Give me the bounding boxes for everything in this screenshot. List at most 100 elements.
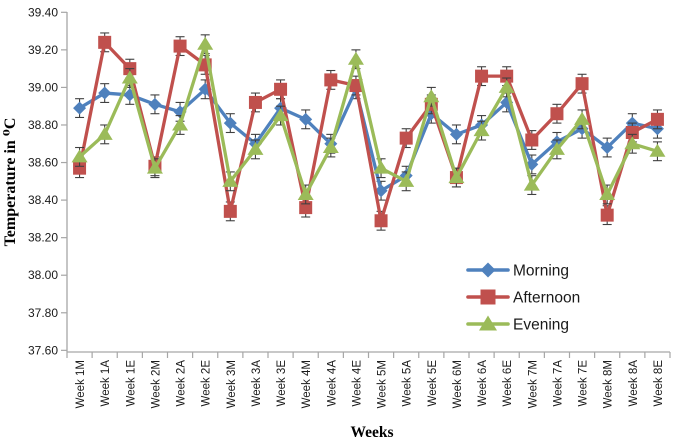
x-tick-label: Week 7E xyxy=(578,360,590,407)
data-point-marker xyxy=(347,51,364,65)
x-tick-label: Week 7M xyxy=(527,360,539,408)
data-point-marker xyxy=(575,77,589,91)
x-tick-label: Week 3M xyxy=(226,360,238,408)
data-point-marker xyxy=(197,36,214,50)
data-point-marker xyxy=(349,79,363,93)
x-tick-label: Week 1A xyxy=(100,360,112,407)
x-tick-label: Week 5E xyxy=(427,360,439,407)
x-tick-label: Week 8M xyxy=(603,360,615,408)
data-point-marker xyxy=(599,186,616,200)
data-point-marker xyxy=(600,208,614,222)
x-tick-label: Week 4A xyxy=(326,360,338,407)
legend-item-evening: Evening xyxy=(466,315,569,334)
data-point-marker xyxy=(222,173,239,187)
data-point-marker xyxy=(173,39,187,53)
y-tick-label: 38.20 xyxy=(28,231,58,245)
x-tick-label: Week 8E xyxy=(653,360,665,407)
data-point-marker xyxy=(146,160,163,174)
data-point-marker xyxy=(96,126,113,140)
x-tick-label: Week 6E xyxy=(502,360,514,407)
data-point-marker xyxy=(398,173,415,187)
y-tick-label: 37.60 xyxy=(28,343,58,357)
data-point-marker xyxy=(98,86,112,100)
data-point-marker xyxy=(247,141,264,155)
data-point-marker xyxy=(71,149,88,163)
data-point-marker xyxy=(374,184,388,198)
legend-marker xyxy=(480,289,496,305)
legend-label: Evening xyxy=(513,317,569,334)
data-point-marker xyxy=(299,112,313,126)
x-tick-label: Week 8A xyxy=(628,360,640,407)
data-point-marker xyxy=(624,136,641,150)
data-point-marker xyxy=(73,101,87,115)
data-point-marker xyxy=(324,73,338,87)
x-tick-label: Week 2M xyxy=(150,360,162,408)
legend-item-afternoon: Afternoon xyxy=(466,289,580,307)
legend-marker xyxy=(479,315,497,331)
data-point-marker xyxy=(500,69,514,83)
x-axis-title: Weeks xyxy=(350,424,393,441)
data-point-marker xyxy=(98,35,112,49)
data-point-marker xyxy=(650,112,664,126)
data-point-marker xyxy=(374,214,388,228)
data-point-marker xyxy=(550,107,564,121)
data-point-marker xyxy=(448,170,465,184)
x-tick-label: Week 6M xyxy=(452,360,464,408)
x-tick-label: Week 1M xyxy=(75,360,87,408)
x-tick-label: Week 6A xyxy=(477,360,489,407)
data-point-marker xyxy=(574,111,591,125)
legend-item-morning: Morning xyxy=(466,262,569,280)
data-point-marker xyxy=(121,70,138,84)
series-afternoon xyxy=(73,32,664,231)
data-point-marker xyxy=(473,123,490,137)
legend-label: Afternoon xyxy=(513,290,580,307)
data-point-marker xyxy=(548,141,565,155)
data-point-marker xyxy=(297,186,314,200)
data-point-marker xyxy=(322,140,339,154)
data-point-marker xyxy=(172,117,189,131)
x-tick-label: Week 5A xyxy=(402,360,414,407)
y-axis-title: Temperature in ⁰C xyxy=(2,118,19,247)
y-tick-label: 39.40 xyxy=(28,5,58,19)
x-tick-label: Week 3A xyxy=(251,360,263,407)
data-point-marker xyxy=(625,125,639,139)
y-tick-label: 37.80 xyxy=(28,306,58,320)
data-point-marker xyxy=(475,69,489,83)
data-point-marker xyxy=(274,82,288,96)
y-tick-label: 38.00 xyxy=(28,268,58,282)
legend: Morning Afternoon Evening xyxy=(466,262,580,334)
x-tick-label: Week 4M xyxy=(301,360,313,408)
plot-area xyxy=(71,32,666,231)
data-point-marker xyxy=(498,79,515,93)
y-tick-label: 39.00 xyxy=(28,80,58,94)
data-point-marker xyxy=(399,131,413,145)
data-point-marker xyxy=(73,161,87,175)
data-point-marker xyxy=(649,143,666,157)
y-tick-label: 38.80 xyxy=(28,118,58,132)
data-point-marker xyxy=(600,141,614,155)
x-tick-label: Week 5M xyxy=(377,360,389,408)
x-tick-label: Week 2A xyxy=(176,360,188,407)
axes: 39.40 39.20 39.00 38.80 38.60 38.40 38.20 38.00… xyxy=(28,5,671,408)
data-point-marker xyxy=(523,177,540,191)
y-tick-label: 38.40 xyxy=(28,193,58,207)
series-evening xyxy=(71,34,666,205)
x-tick-label: Week 1E xyxy=(125,360,137,407)
x-tick-label: Week 2E xyxy=(201,360,213,407)
data-point-marker xyxy=(248,95,262,109)
data-point-marker xyxy=(223,116,237,130)
data-point-marker xyxy=(423,89,440,103)
data-point-marker xyxy=(148,97,162,111)
x-tick-label: Week 4E xyxy=(351,360,363,407)
legend-marker xyxy=(480,262,496,278)
data-point-marker xyxy=(223,204,237,218)
legend-label: Morning xyxy=(513,263,569,280)
series-line xyxy=(77,42,660,197)
x-tick-label: Week 7A xyxy=(552,360,564,407)
data-point-marker xyxy=(373,160,390,174)
data-point-marker xyxy=(525,133,539,147)
data-point-marker xyxy=(272,108,289,122)
data-point-marker xyxy=(449,127,463,141)
